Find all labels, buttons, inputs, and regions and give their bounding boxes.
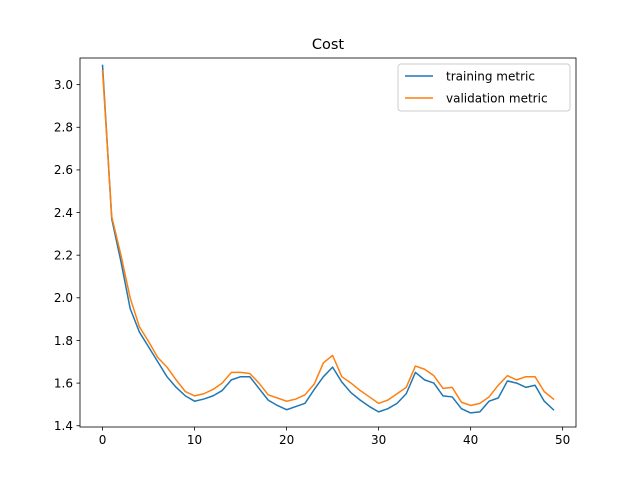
x-tick-label: 50 [555,433,570,447]
x-tick-label: 30 [371,433,386,447]
legend-label-training: training metric [446,69,535,83]
series-line-validation [101,69,555,407]
chart-title: Cost [312,37,345,53]
plot-area: 0 10 20 30 40 50 1.4 1.6 1.8 2.0 2.2 2.4 2.6 2.8 3.0 [54,57,577,447]
legend-box [397,63,571,112]
x-tick-label: 10 [187,433,202,447]
y-tick-label: 2.6 [54,163,73,177]
y-tick-label: 1.4 [54,419,73,433]
y-tick-label: 1.6 [54,376,73,390]
x-tick-label: 40 [463,433,478,447]
legend: training metric validation metric [397,63,571,112]
y-tick-label: 2.0 [54,291,73,305]
y-tick-label: 3.0 [54,78,73,92]
y-tick-label: 1.8 [54,334,73,348]
y-tick-label: 2.4 [54,206,73,220]
axes-frame [79,57,577,428]
x-tick-label: 20 [279,433,294,447]
legend-label-validation: validation metric [446,91,548,105]
series-line-training [101,64,555,414]
y-tick-label: 2.2 [54,248,73,262]
x-tick-label: 0 [99,433,107,447]
y-tick-label: 2.8 [54,121,73,135]
